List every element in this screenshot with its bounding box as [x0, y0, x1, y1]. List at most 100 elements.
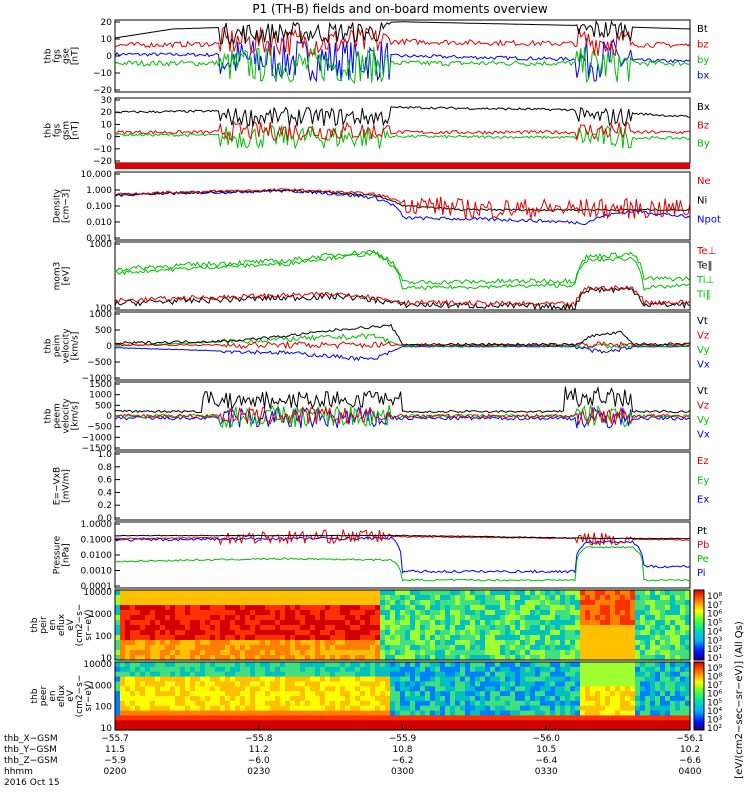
spec-cell [575, 705, 581, 712]
spec-cell [355, 691, 361, 697]
spec-cell [235, 610, 241, 616]
panel-ylabel-line: peer [39, 685, 49, 706]
spec-cell [420, 650, 426, 656]
spec-cell [385, 600, 391, 606]
spec-cell [365, 655, 371, 661]
spec-cell [460, 625, 466, 631]
spec-cell [210, 700, 216, 707]
spec-cell [185, 595, 191, 601]
spec-cell [175, 655, 181, 661]
spec-cell [305, 691, 311, 697]
spec-cell [320, 686, 326, 692]
spec-cell [665, 681, 671, 687]
spec-cell [490, 620, 496, 626]
spec-cell [675, 666, 681, 673]
spec-cell [630, 696, 636, 702]
spec-cell [210, 725, 216, 731]
spec-cell [520, 662, 526, 668]
spec-cell [470, 700, 476, 707]
spec-cell [490, 615, 496, 621]
spec-cell [370, 620, 376, 626]
spec-cell [120, 615, 126, 621]
spec-cell [350, 650, 356, 656]
spec-cell [295, 662, 301, 668]
spec-cell [270, 630, 276, 636]
spec-cell [275, 620, 281, 626]
spec-cell [190, 620, 196, 626]
spec-cell [425, 625, 431, 631]
spec-cell [575, 635, 581, 641]
spec-cell [630, 676, 636, 683]
spec-cell [405, 720, 411, 726]
spec-cell [540, 600, 546, 606]
spec-cell [305, 681, 311, 687]
spec-cell [155, 700, 161, 707]
series-pressure-Pb [114, 528, 691, 547]
spec-cell [350, 662, 356, 668]
spec-cell [585, 650, 591, 656]
spec-cell [500, 681, 506, 687]
spec-cell [275, 720, 281, 726]
spec-cell [640, 662, 646, 668]
spec-cell [675, 681, 681, 687]
spec-cell [510, 715, 516, 721]
spec-cell [275, 615, 281, 621]
spec-cell [515, 605, 521, 611]
spec-cell [340, 625, 346, 631]
spec-cell [385, 666, 391, 673]
spec-cell [135, 720, 141, 726]
spec-cell [430, 655, 436, 661]
red-status-bar [115, 163, 690, 169]
spec-cell [295, 725, 301, 731]
spec-cell [350, 635, 356, 641]
spec-cell [630, 710, 636, 717]
spec-cell [265, 696, 271, 702]
spec-cell [465, 676, 471, 683]
spec-cell [465, 620, 471, 626]
spec-cell [500, 686, 506, 692]
spec-cell [310, 686, 316, 692]
spec-cell [510, 691, 516, 697]
spec-cell [315, 710, 321, 717]
spec-cell [660, 625, 666, 631]
spec-cell [255, 605, 261, 611]
spec-cell [235, 640, 241, 646]
legend-Bx: Bx [697, 102, 710, 113]
spec-cell [400, 630, 406, 636]
ytick-label: −10 [93, 145, 112, 155]
spec-cell [160, 725, 166, 731]
spec-cell [340, 671, 346, 678]
spec-cell [460, 705, 466, 712]
spec-cell [450, 635, 456, 641]
spec-cell [465, 655, 471, 661]
spec-cell [330, 650, 336, 656]
spec-cell [395, 710, 401, 717]
spec-cell [450, 715, 456, 721]
spec-cell [140, 666, 146, 673]
series-peim-velocity-Vx [114, 345, 691, 362]
spec-cell [575, 700, 581, 707]
spec-cell [510, 720, 516, 726]
spec-cell [295, 630, 301, 636]
spec-cell [120, 691, 126, 697]
spec-cell [330, 671, 336, 678]
spec-cell [460, 700, 466, 707]
spec-cell [350, 710, 356, 717]
spec-cell [200, 605, 206, 611]
panel-frame [114, 451, 691, 521]
spec-cell [605, 715, 611, 721]
spec-cell [580, 725, 586, 731]
spec-cell [430, 715, 436, 721]
spec-cell [570, 676, 576, 683]
spec-cell [200, 625, 206, 631]
spec-cell [665, 705, 671, 712]
spec-cell [540, 615, 546, 621]
spec-cell [345, 630, 351, 636]
spec-cell [115, 671, 121, 678]
spec-cell [440, 635, 446, 641]
spec-cell [650, 676, 656, 683]
spec-cell [410, 662, 416, 668]
spec-cell [185, 625, 191, 631]
spec-cell [265, 681, 271, 687]
spec-cell [480, 691, 486, 697]
